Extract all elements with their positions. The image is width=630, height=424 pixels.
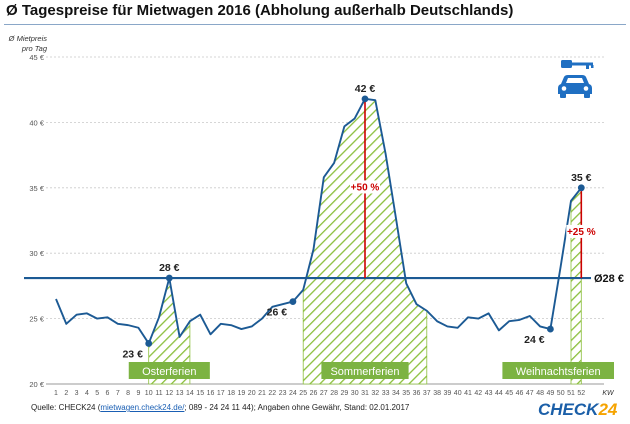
check24-logo: CHECK24 [538,400,617,420]
x-tick-label: 47 [526,390,534,397]
x-tick-label: 25 [299,390,307,397]
x-tick-label: 19 [238,390,246,397]
x-tick-label: 35 [402,390,410,397]
x-tick-label: 5 [95,390,99,397]
holiday-label: Osterferien [142,366,196,378]
x-tick-label: 32 [371,390,379,397]
x-tick-label: 13 [176,390,184,397]
x-tick-label: 42 [474,390,482,397]
change-label-bg [566,224,597,238]
x-axis-label: KW [602,390,615,397]
x-tick-label: 18 [227,390,235,397]
annotation-dot [577,184,585,192]
change-label: +25 % [567,227,596,238]
x-tick-label: 34 [392,390,400,397]
annotation-label: 26 € [267,307,288,319]
holiday-label: Sommerferien [330,366,399,378]
change-label-bg [350,180,380,194]
annotation-dot [361,95,369,103]
x-tick-label: 29 [341,390,349,397]
source-prefix: Quelle: CHECK24 ( [31,403,101,412]
y-tick-label: 20 € [29,380,44,389]
x-tick-label: 43 [485,390,493,397]
x-tick-label: 50 [557,390,565,397]
x-tick-label: 7 [116,390,120,397]
x-tick-label: 31 [361,390,369,397]
y-tick-label: 30 € [29,249,44,258]
brand-name: CHECK [538,400,599,419]
car-key-icon [558,60,594,98]
average-label: Ø28 € [594,273,624,285]
x-tick-label: 8 [126,390,130,397]
change-label: +50 % [351,182,380,193]
brand-suffix: 24 [598,400,618,419]
y-tick-label: 40 € [29,118,44,127]
annotation-dot [289,298,297,305]
x-tick-label: 26 [310,390,318,397]
x-tick-label: 48 [536,390,544,397]
holiday-hatch-area [570,186,582,385]
title-divider [4,24,626,25]
x-tick-label: 1 [54,390,58,397]
x-tick-label: 30 [351,390,359,397]
x-tick-label: 28 [330,390,338,397]
y-axis-label-line1: Ø Mietpreis [8,34,48,43]
x-tick-label: 20 [248,390,256,397]
x-tick-label: 12 [165,390,173,397]
chart-title: Ø Tagespreise für Mietwagen 2016 (Abholu… [6,2,514,19]
x-tick-label: 14 [186,390,194,397]
annotation-dot [145,340,153,347]
x-tick-label: 22 [268,390,276,397]
annotation-label: 42 € [355,83,376,95]
annotation-dot [165,274,173,282]
x-tick-label: 27 [320,390,328,397]
x-tick-label: 52 [577,390,585,397]
x-tick-label: 3 [75,390,79,397]
holiday-label-box [321,362,409,379]
x-tick-label: 40 [454,390,462,397]
x-tick-label: 15 [196,390,204,397]
x-tick-label: 11 [155,390,162,397]
holiday-label-box [128,362,210,379]
x-tick-label: 33 [382,390,390,397]
holiday-label: Weihnachtsferien [516,366,601,378]
x-tick-label: 16 [207,390,215,397]
source-note: Quelle: CHECK24 (mietwagen.check24.de/; … [31,403,409,412]
x-tick-label: 37 [423,390,431,397]
x-tick-label: 36 [413,390,421,397]
source-suffix: ; 089 - 24 24 11 44); Angaben ohne Gewäh… [184,403,410,412]
annotation-label: 23 € [122,348,143,360]
x-tick-label: 38 [433,390,441,397]
x-tick-label: 49 [547,390,555,397]
x-tick-label: 44 [495,390,503,397]
annotation-dot [547,325,554,333]
x-tick-label: 4 [85,390,89,397]
x-tick-label: 24 [289,390,297,397]
annotation-label: 35 € [571,172,592,184]
holiday-label-box [502,362,614,379]
source-link[interactable]: mietwagen.check24.de/ [100,403,185,412]
price-series-line [55,97,583,345]
x-tick-label: 45 [505,390,513,397]
y-axis-label-line2: pro Tag [21,44,48,53]
x-tick-label: 21 [258,390,266,397]
x-tick-label: 6 [106,390,110,397]
y-tick-label: 35 € [29,184,44,193]
x-tick-label: 46 [516,390,524,397]
annotation-label: 24 € [524,334,545,346]
x-tick-label: 10 [145,390,153,397]
x-tick-label: 39 [444,390,452,397]
x-tick-label: 23 [279,390,287,397]
y-tick-label: 45 € [29,53,44,62]
x-tick-label: 41 [464,390,472,397]
x-tick-label: 51 [567,390,575,397]
x-tick-label: 9 [136,390,140,397]
y-tick-label: 25 € [29,315,44,324]
annotation-label: 28 € [159,262,180,274]
x-tick-label: 2 [64,390,68,397]
x-tick-label: 17 [217,390,225,397]
